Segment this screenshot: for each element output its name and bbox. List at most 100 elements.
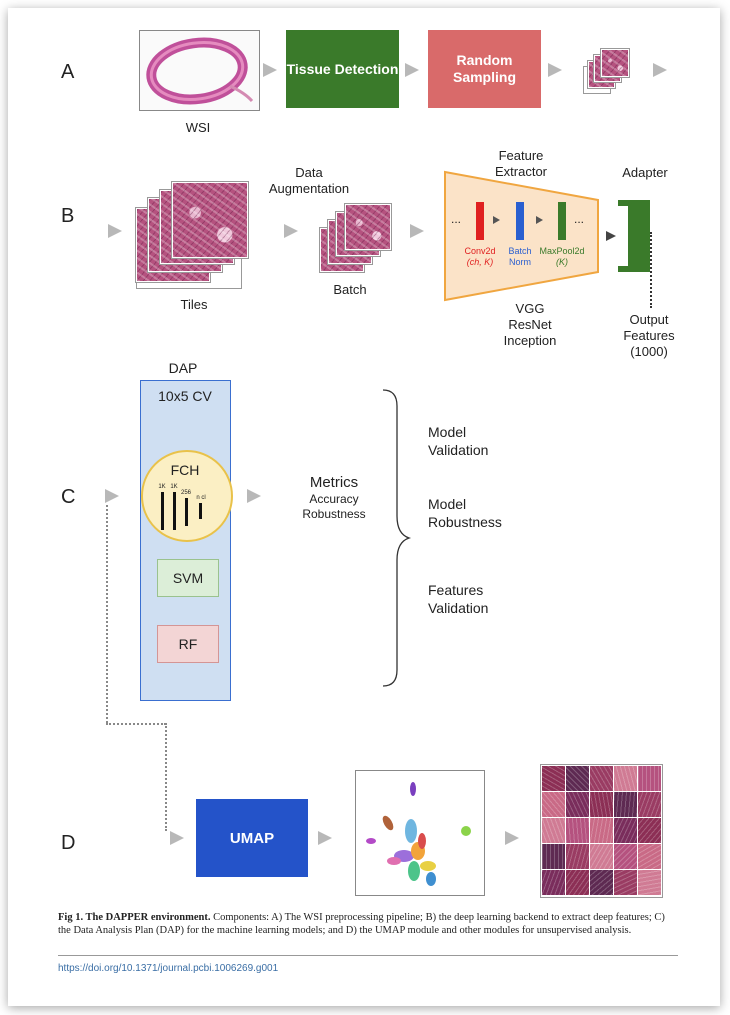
feature-extractor-label: Feature Extractor [494,148,547,179]
arrow-d1 [170,831,184,845]
layer-arrow-1 [493,216,500,224]
arrow-b2 [410,224,424,238]
data-augmentation-label: Data Augmentation [268,165,350,196]
batch-tile [345,204,391,250]
output-dotted-line [650,232,652,308]
metrics-items: Accuracy Robustness [302,492,366,521]
fch-layer-bar-4 [199,503,202,519]
row-label-d: D [61,832,76,854]
output-features-label: Output Features (1000) [623,312,675,359]
fch-tick-4: n cl [196,495,206,501]
wsi-label: WSI [185,120,211,135]
dots-left: ... [450,212,461,226]
adapter-label: Adapter [622,165,668,180]
fch-layer-bar-3 [185,498,188,526]
cv-label: 10x5 CV [158,388,212,404]
fch-tick-2: 1K [170,484,178,490]
grid-tile [566,818,589,843]
tissue-detection-box: Tissue Detection [286,30,399,108]
random-sampling-box: Random Sampling [428,30,541,108]
fch-tick-1: 1K [158,484,166,490]
grid-tile [590,844,613,869]
grid-tile [542,792,565,817]
arrow-a1 [263,63,277,77]
grid-tile [638,870,661,895]
curly-brace [382,389,412,687]
wsi-tissue-graphic [146,37,254,105]
sample-tile [601,49,629,77]
outcome-model-robustness: Model Robustness [428,496,502,530]
row-label-b: B [61,205,75,227]
fch-tick-3: 256 [180,490,191,496]
rf-box: RF [157,625,219,663]
outcome-model-validation: Model Validation [428,424,489,458]
svm-box: SVM [157,559,219,597]
fch-label: FCH [170,462,200,478]
adapter-top-lip [618,200,630,206]
grid-tile [614,792,637,817]
grid-tile [638,844,661,869]
connector-vertical-2 [165,723,167,831]
grid-tile [590,818,613,843]
grid-tile [542,870,565,895]
wsi-image [139,30,260,111]
dots-right: ... [573,212,584,226]
tile-grid [542,766,661,895]
tiles-label: Tiles [180,297,208,312]
arrow-a4 [653,63,667,77]
arrow-c-in [105,489,119,503]
grid-tile [542,844,565,869]
arrow-d3 [505,831,519,845]
connector-vertical-1 [106,505,108,723]
arrow-a3 [548,63,562,77]
batchnorm-label: Batch Norm [508,246,532,267]
arrow-a2 [405,63,419,77]
metrics-title: Metrics [309,474,359,491]
fch-layer-bar-1 [161,492,164,530]
grid-tile [566,766,589,791]
grid-tile [590,870,613,895]
grid-tile [566,844,589,869]
grid-tile [638,792,661,817]
caption-title: Fig 1. The DAPPER environment. [58,912,211,923]
batchnorm-layer-icon [516,202,524,240]
umap-box: UMAP [196,799,308,877]
maxpool-layer-icon [558,202,566,240]
grid-tile [614,844,637,869]
grid-tile [614,818,637,843]
umap-clusters-graphic [366,782,471,886]
models-list: VGG ResNet Inception [503,301,557,348]
grid-tile [542,766,565,791]
adapter-block [628,200,650,272]
grid-tile [566,870,589,895]
dap-label: DAP [168,360,198,376]
grid-tile [638,766,661,791]
connector-horizontal [106,723,166,725]
caption-divider [58,955,678,956]
batch-label: Batch [333,282,367,297]
grid-tile [614,870,637,895]
row-label-a: A [61,61,75,83]
grid-tile [590,766,613,791]
layer-arrow-2 [536,216,543,224]
grid-tile [542,818,565,843]
grid-tile [614,766,637,791]
umap-scatter-plot [355,770,485,896]
doi-link[interactable]: https://doi.org/10.1371/journal.pcbi.100… [58,963,279,974]
figure-caption: Fig 1. The DAPPER environment. Component… [58,911,678,937]
arrow-c-out [247,489,261,503]
grid-tile [590,792,613,817]
arrow-b1 [284,224,298,238]
arrow-d2 [318,831,332,845]
conv2d-label: Conv2d (ch, K) [464,246,496,267]
arrow-b0 [108,224,122,238]
tile-image [172,182,248,258]
conv2d-layer-icon [476,202,484,240]
maxpool2d-label: MaxPool2d (K) [539,246,585,267]
row-label-c: C [61,486,76,508]
outcome-features-validation: Features Validation [428,582,489,616]
adapter-bottom-lip [618,266,630,272]
caption-text: Components: A) The WSI preprocessing pip… [58,912,665,936]
grid-tile [638,818,661,843]
fch-circle [141,450,233,542]
